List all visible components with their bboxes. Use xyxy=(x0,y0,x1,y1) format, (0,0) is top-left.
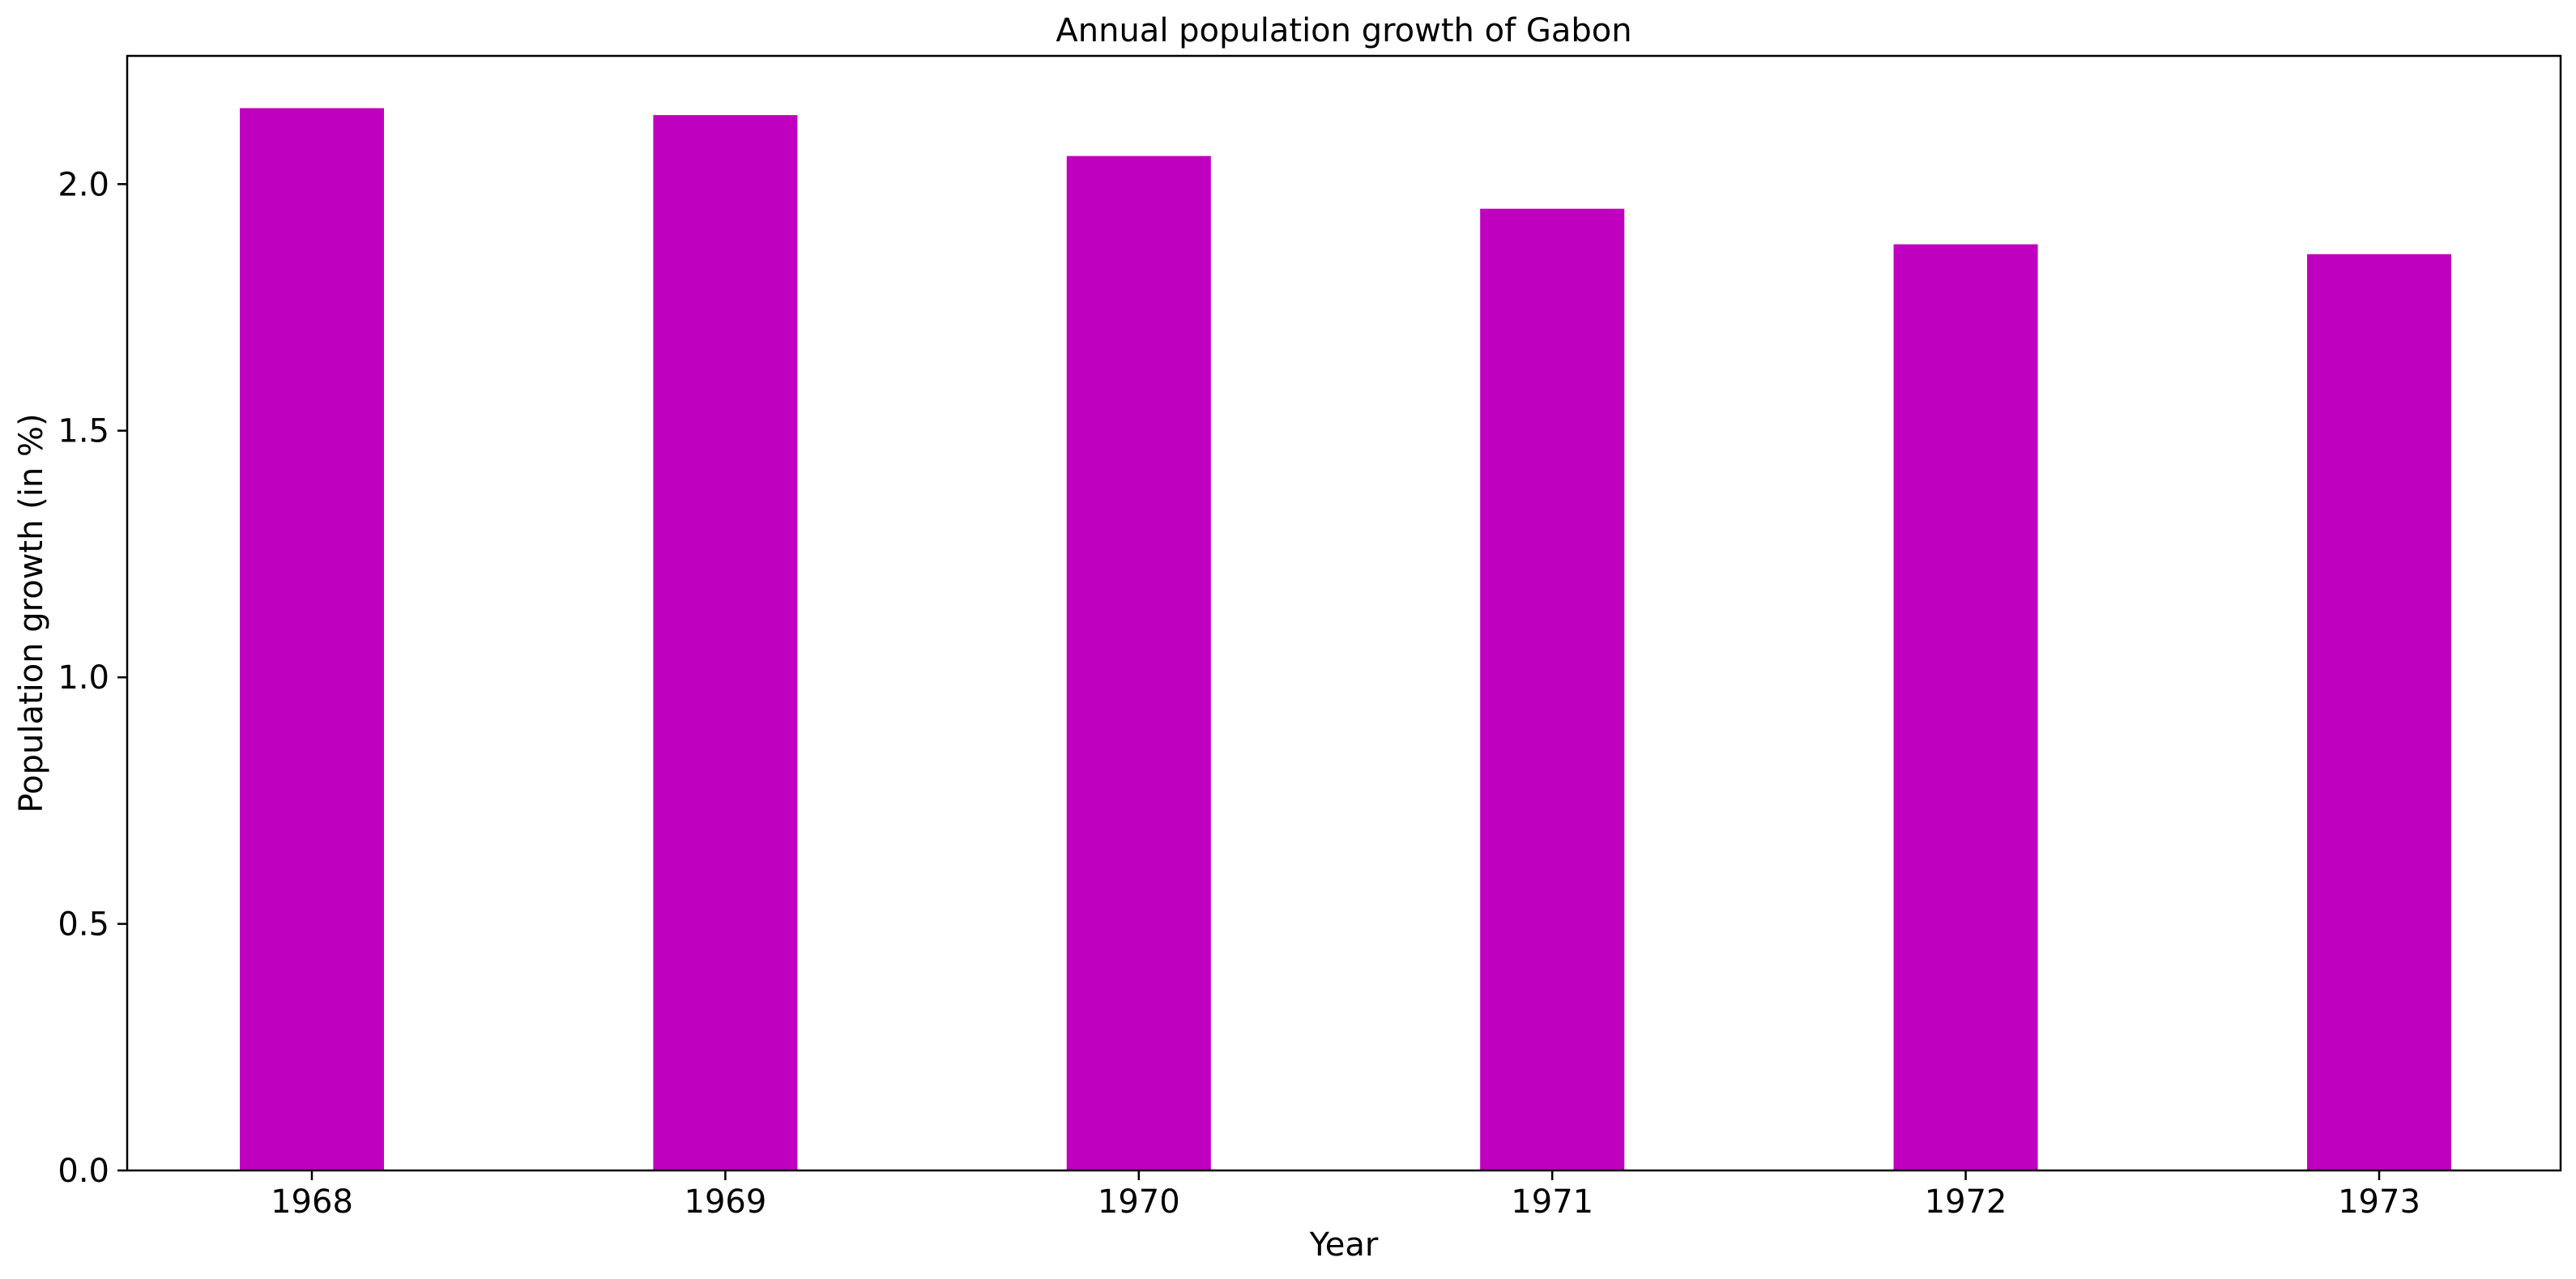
bar-1972 xyxy=(1893,244,2038,1171)
y-axis-ticks: 0.0 0.5 1.0 1.5 2.0 xyxy=(58,166,127,1190)
x-tick-label-1968: 1968 xyxy=(271,1183,353,1221)
chart-title: Annual population growth of Gabon xyxy=(1056,12,1631,49)
bars-layer xyxy=(240,108,2451,1171)
bar-1973 xyxy=(2307,254,2451,1170)
bar-1969 xyxy=(653,115,798,1171)
bar-1968 xyxy=(240,108,384,1170)
y-tick-label-0.0: 0.0 xyxy=(58,1153,109,1190)
y-axis-label: Population growth (in %) xyxy=(13,413,50,812)
x-tick-label-1971: 1971 xyxy=(1511,1183,1593,1221)
x-tick-label-1970: 1970 xyxy=(1098,1183,1180,1221)
bar-1971 xyxy=(1480,208,1625,1171)
x-axis-ticks: 1968 1969 1970 1971 1972 1973 xyxy=(271,1170,2420,1221)
plot-area-frame xyxy=(126,54,2562,1172)
x-tick-label-1972: 1972 xyxy=(1925,1183,2007,1221)
y-tick-label-1.5: 1.5 xyxy=(58,413,109,450)
y-tick-label-2.0: 2.0 xyxy=(58,166,109,203)
y-tick-label-0.5: 0.5 xyxy=(58,906,109,944)
x-axis-label: Year xyxy=(1309,1226,1379,1264)
y-tick-label-1.0: 1.0 xyxy=(58,659,109,697)
x-tick-label-1973: 1973 xyxy=(2338,1183,2420,1221)
bar-1970 xyxy=(1066,156,1211,1171)
x-tick-label-1969: 1969 xyxy=(685,1183,767,1221)
